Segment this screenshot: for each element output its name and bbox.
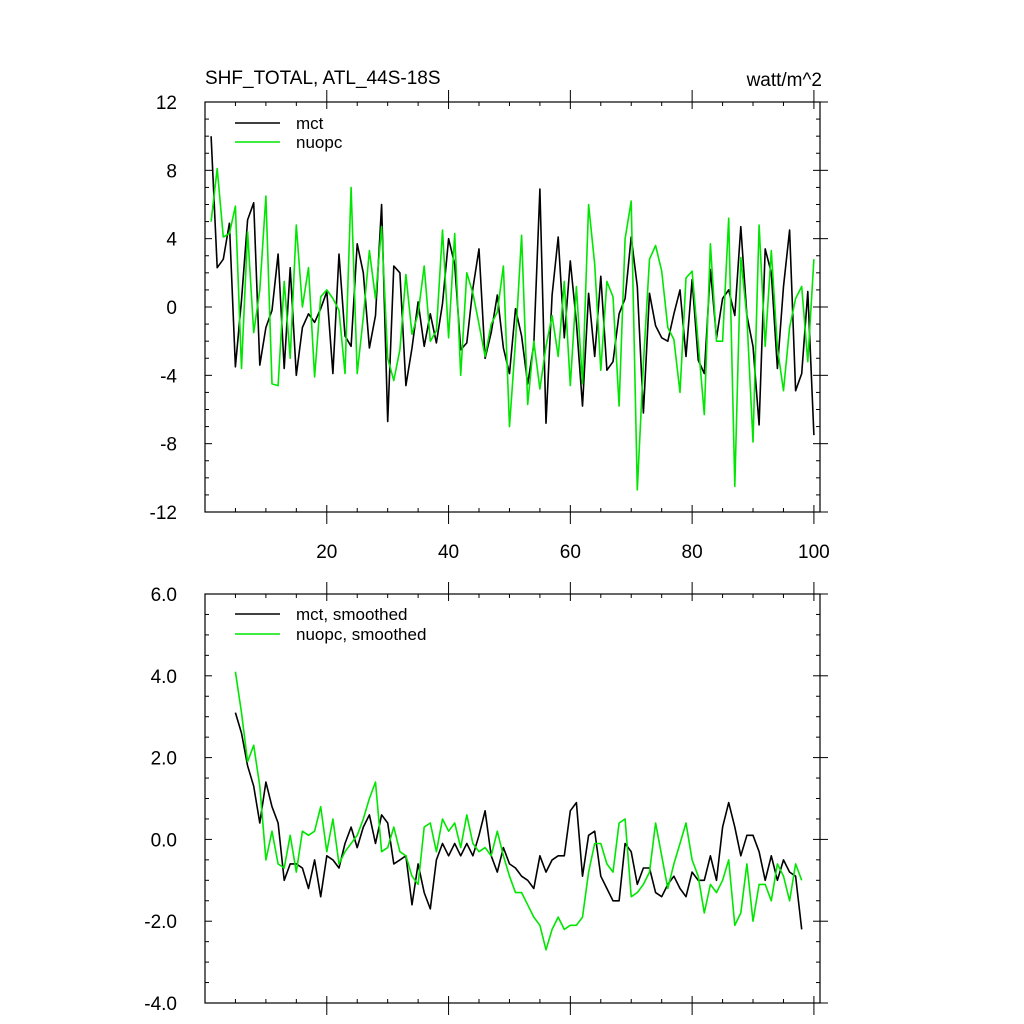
y-tick-label: 8 — [166, 161, 177, 182]
legend-mct-label: mct — [296, 114, 324, 133]
y-tick-label: -12 — [150, 503, 177, 524]
y-tick-label: -2.0 — [144, 912, 177, 933]
legend-nuopc-label: nuopc — [296, 133, 343, 152]
bottom-axis-tick-labels: -4.0 -2.0 0.0 2.0 4.0 6.0 — [144, 585, 177, 1015]
x-tick-label: 100 — [798, 542, 830, 563]
bottom-axis-ticks — [205, 582, 828, 1015]
bottom-series-mct-smoothed-line — [234, 712, 803, 930]
y-tick-label: -8 — [160, 435, 177, 456]
top-axis-tick-labels: 20 40 60 80 100 -12 -8 -4 0 4 8 12 — [150, 93, 830, 563]
x-tick-label: 60 — [560, 542, 581, 563]
bottom-plot-frame — [204, 593, 821, 1004]
top-chart-title: SHF_TOTAL, ATL_44S-18S — [205, 68, 441, 89]
top-chart-units: watt/m^2 — [746, 70, 822, 91]
x-tick-label: 20 — [316, 542, 337, 563]
top-series-layer — [210, 136, 815, 491]
top-panel: SHF_TOTAL, ATL_44S-18S watt/m^2 20 40 60 80… — [150, 68, 830, 563]
y-tick-label: 4 — [166, 230, 177, 251]
bottom-series-nuopc-smoothed-line — [234, 671, 803, 951]
top-plot-frame — [204, 101, 821, 513]
bottom-series-layer — [234, 671, 803, 951]
bottom-legend: mct, smoothed nuopc, smoothed — [235, 605, 426, 644]
y-tick-label: 2.0 — [151, 749, 177, 770]
y-tick-label: 0 — [166, 298, 177, 319]
y-tick-label: 0.0 — [151, 830, 177, 851]
y-tick-label: 12 — [156, 93, 177, 114]
y-tick-label: -4.0 — [144, 994, 177, 1015]
top-legend: mct nuopc — [235, 114, 343, 152]
y-tick-label: 4.0 — [151, 667, 177, 688]
top-series-nuopc-line — [210, 167, 815, 491]
x-tick-label: 40 — [438, 542, 459, 563]
x-tick-label: 80 — [682, 542, 703, 563]
legend-mct-smoothed-label: mct, smoothed — [296, 605, 408, 624]
y-tick-label: -4 — [160, 366, 177, 387]
bottom-panel: -4.0 -2.0 0.0 2.0 4.0 6.0 mct, smoothed nuopc… — [144, 582, 828, 1015]
top-axis-ticks — [205, 90, 828, 524]
y-tick-label: 6.0 — [151, 585, 177, 606]
legend-nuopc-smoothed-label: nuopc, smoothed — [296, 625, 426, 644]
